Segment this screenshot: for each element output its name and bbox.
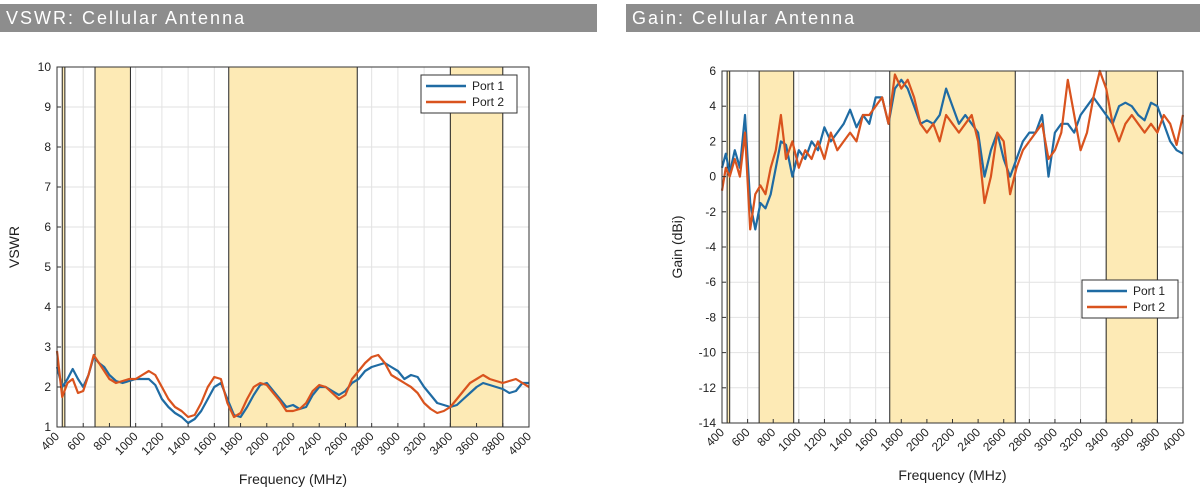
frequency-band: [758, 70, 795, 424]
x-tick-label: 1400: [826, 425, 855, 454]
x-tick-label: 800: [754, 425, 778, 449]
frequency-band: [889, 70, 1016, 424]
x-tick-label: 3400: [427, 429, 456, 458]
y-axis-label: Gain (dBi): [669, 215, 685, 278]
y-tick-label: -14: [699, 416, 717, 430]
x-tick-label: 2800: [348, 429, 377, 458]
x-tick-label: 2400: [954, 425, 983, 454]
y-tick-label: -4: [705, 240, 716, 254]
legend: Port 1 Port 2: [1081, 279, 1179, 319]
x-tick-label: 1600: [852, 425, 881, 454]
x-tick-label: 1400: [164, 429, 193, 458]
vswr-chart: 1 2 3 4 5 6 7 8 9 10 400 600 80010001200140016001800…: [6, 60, 534, 487]
x-tick-label: 2000: [903, 425, 932, 454]
y-tick-label: -10: [699, 346, 717, 360]
x-tick-label: 3200: [400, 429, 429, 458]
x-tick-label: 1200: [138, 429, 167, 458]
vswr-panel: VSWR: Cellular Antenna 1 2 3 4 5 6 7 8 9 10 400 600…: [0, 4, 597, 487]
y-tick-label: 2: [709, 134, 716, 148]
legend-label: Port 1: [472, 79, 504, 93]
y-tick-label: 9: [44, 100, 51, 114]
frequency-band: [726, 70, 731, 424]
x-tick-label: 600: [64, 429, 88, 453]
y-tick-label: -2: [705, 205, 716, 219]
x-tick-label: 3200: [1057, 425, 1086, 454]
series-line-port-2: [55, 350, 530, 419]
y-tick-label: 6: [44, 220, 51, 234]
x-tick-label: 3000: [374, 429, 403, 458]
x-axis-label: Frequency (MHz): [239, 471, 347, 487]
frequency-band: [61, 66, 66, 428]
x-tick-label: 3400: [1083, 425, 1112, 454]
x-tick-label: 3800: [479, 429, 508, 458]
x-tick-label: 1600: [191, 429, 220, 458]
x-tick-label: 600: [729, 425, 753, 449]
y-tick-label: -12: [699, 381, 717, 395]
x-tick-label: 800: [91, 429, 115, 453]
legend-label: Port 1: [1133, 284, 1165, 298]
legend-box: [420, 74, 518, 114]
x-tick-label: 1800: [878, 425, 907, 454]
frequency-band: [449, 66, 504, 428]
frequency-band: [228, 66, 358, 428]
y-tick-label: -6: [705, 275, 716, 289]
y-axis-label: VSWR: [6, 226, 22, 268]
vswr-chart-title: VSWR: Cellular Antenna: [0, 4, 597, 32]
x-tick-label: 1000: [112, 429, 141, 458]
y-tick-label: 2: [44, 380, 51, 394]
x-tick-label: 1800: [217, 429, 246, 458]
x-tick-label: 2400: [296, 429, 325, 458]
x-tick-label: 3600: [453, 429, 482, 458]
x-tick-label: 400: [38, 429, 62, 453]
legend-label: Port 2: [1133, 300, 1165, 314]
x-tick-label: 4000: [1159, 425, 1188, 454]
legend: Port 1 Port 2: [420, 74, 518, 114]
y-tick-label: 6: [709, 64, 716, 78]
y-tick-label: 4: [709, 99, 716, 113]
x-tick-label: 2800: [1006, 425, 1035, 454]
x-tick-label: 2600: [322, 429, 351, 458]
y-tick-label: 5: [44, 260, 51, 274]
legend-label: Port 2: [472, 95, 504, 109]
x-axis-label: Frequency (MHz): [898, 467, 1006, 483]
y-tick-label: 10: [38, 60, 52, 74]
x-tick-label: 3800: [1134, 425, 1163, 454]
y-tick-label: 1: [44, 420, 51, 434]
x-tick-label: 3000: [1031, 425, 1060, 454]
gain-chart-title: Gain: Cellular Antenna: [626, 4, 1200, 32]
series-line-port-1: [55, 355, 529, 425]
x-tick-label: 1000: [775, 425, 804, 454]
frequency-band: [94, 66, 131, 428]
y-tick-label: 4: [44, 300, 51, 314]
y-tick-label: 3: [44, 340, 51, 354]
x-tick-label: 4000: [505, 429, 534, 458]
x-tick-label: 2600: [980, 425, 1009, 454]
y-tick-label: -8: [705, 310, 716, 324]
y-tick-label: 0: [709, 170, 716, 184]
x-tick-label: 1200: [801, 425, 830, 454]
legend-box: [1081, 279, 1179, 319]
y-tick-label: 8: [44, 140, 51, 154]
gain-panel: Gain: Cellular Antenna -14 -12 -10 -8 -6 -4 -2…: [626, 0, 1200, 495]
x-tick-label: 2200: [269, 429, 298, 458]
x-tick-label: 3600: [1108, 425, 1137, 454]
x-tick-label: 2200: [929, 425, 958, 454]
x-tick-label: 2000: [243, 429, 272, 458]
y-tick-label: 7: [44, 180, 51, 194]
series-line-port-2: [720, 69, 1185, 231]
